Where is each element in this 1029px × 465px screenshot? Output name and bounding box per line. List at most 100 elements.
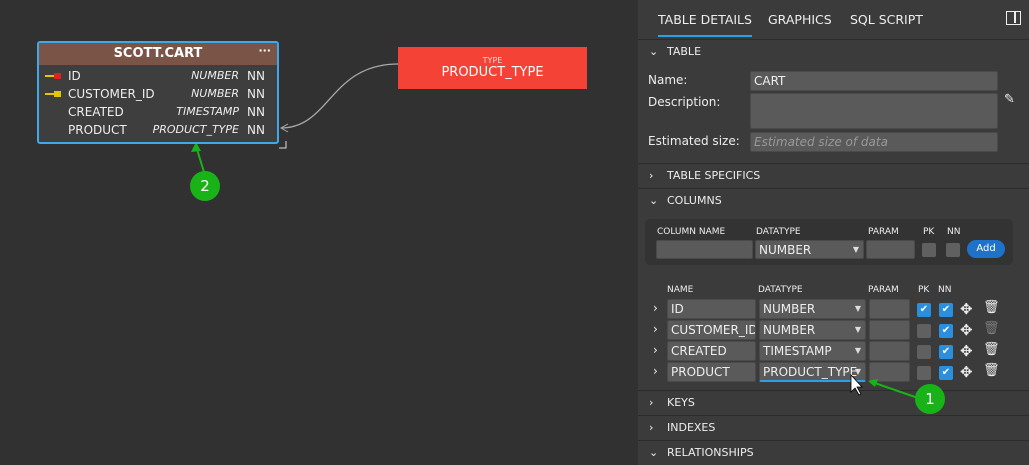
- entity-scott-cart[interactable]: SCOTT.CART ··· ID NUMBER NN CUSTOMER_ID NUMB…: [37, 41, 279, 144]
- nn-header: NN: [947, 227, 961, 237]
- trash-icon[interactable]: 🗑: [983, 300, 1000, 315]
- pk-header: PK: [923, 227, 935, 237]
- section-keys[interactable]: › KEYS: [638, 390, 1029, 414]
- type-name: PRODUCT_TYPE: [441, 65, 544, 80]
- pk-checkbox[interactable]: ✔: [917, 303, 931, 317]
- pk-checkbox[interactable]: [917, 366, 931, 380]
- expand-chevron-icon[interactable]: ›: [653, 364, 658, 378]
- entity-column[interactable]: CREATED TIMESTAMP NN: [39, 103, 277, 121]
- expand-chevron-icon[interactable]: ›: [653, 301, 658, 315]
- section-label: INDEXES: [667, 421, 716, 434]
- section-label: TABLE: [667, 45, 702, 58]
- entity-column[interactable]: PRODUCT PRODUCT_TYPE NN: [39, 121, 277, 139]
- new-column-pk-checkbox[interactable]: [922, 243, 936, 257]
- expand-chevron-icon[interactable]: ›: [653, 322, 658, 336]
- column-nn: NN: [247, 69, 265, 83]
- dropdown-arrow-icon: ▼: [854, 346, 861, 355]
- new-column-param-input[interactable]: [866, 240, 915, 259]
- name-label: Name:: [648, 73, 688, 87]
- column-param-input[interactable]: [869, 362, 910, 382]
- column-datatype-select[interactable]: TIMESTAMP ▼: [759, 341, 866, 361]
- column-param-input[interactable]: [869, 341, 910, 361]
- annotation-badge-1: 1: [915, 384, 945, 414]
- nn-checkbox[interactable]: ✔: [939, 303, 953, 317]
- section-table-specifics[interactable]: › TABLE SPECIFICS: [638, 163, 1029, 187]
- column-name: CREATED: [68, 105, 124, 119]
- section-label: RELATIONSHIPS: [667, 446, 754, 459]
- column-name-input[interactable]: CREATED: [667, 341, 756, 361]
- table-name-input[interactable]: CART: [750, 71, 998, 91]
- annotation-arrow: [850, 373, 919, 399]
- tab-table-details[interactable]: TABLE DETAILS: [658, 12, 752, 37]
- new-column-name-input[interactable]: [656, 240, 753, 259]
- new-column-datatype-select[interactable]: NUMBER ▼: [755, 240, 864, 259]
- tab-graphics[interactable]: GRAPHICS: [768, 12, 832, 27]
- column-datatype-select[interactable]: NUMBER ▼: [759, 320, 866, 340]
- column-nn: NN: [247, 105, 265, 119]
- column-datatype-select[interactable]: NUMBER ▼: [759, 299, 866, 319]
- nn-checkbox[interactable]: ✔: [939, 324, 953, 338]
- dropdown-arrow-icon: ▼: [854, 304, 861, 313]
- primary-key-icon: [45, 73, 61, 79]
- section-indexes[interactable]: › INDEXES: [638, 415, 1029, 439]
- pk-checkbox[interactable]: [917, 324, 931, 338]
- mouse-cursor-icon: [850, 373, 863, 396]
- column-type: TIMESTAMP: [176, 105, 239, 118]
- column-datatype-select[interactable]: PRODUCT_TYPE ▼: [759, 362, 866, 382]
- move-icon[interactable]: ✥: [960, 321, 973, 339]
- datatype-value: NUMBER: [763, 302, 816, 316]
- column-param-input[interactable]: [869, 299, 910, 319]
- tab-sql-script[interactable]: SQL SCRIPT: [850, 12, 923, 27]
- chevron-down-icon: ⌄: [649, 45, 659, 58]
- chevron-right-icon: ›: [649, 169, 654, 182]
- description-textarea[interactable]: [750, 93, 998, 129]
- expand-chevron-icon[interactable]: ›: [653, 343, 658, 357]
- estimated-size-input[interactable]: Estimated size of data: [750, 132, 998, 152]
- chevron-down-icon: ⌄: [649, 446, 659, 459]
- move-icon[interactable]: ✥: [960, 342, 973, 360]
- column-nn: NN: [247, 123, 265, 137]
- diagram-canvas[interactable]: SCOTT.CART ··· ID NUMBER NN CUSTOMER_ID NUMB…: [0, 0, 638, 465]
- description-label: Description:: [648, 95, 721, 109]
- section-label: COLUMNS: [667, 194, 722, 207]
- param-header: PARAM: [868, 227, 899, 237]
- param-header: PARAM: [868, 285, 899, 295]
- column-name-input[interactable]: PRODUCT: [667, 362, 756, 382]
- dropdown-arrow-icon: ▼: [854, 325, 861, 334]
- more-icon[interactable]: ···: [258, 44, 271, 57]
- nn-checkbox[interactable]: ✔: [939, 345, 953, 359]
- trash-icon[interactable]: 🗑: [983, 363, 1000, 378]
- column-name: CUSTOMER_ID: [68, 87, 155, 101]
- estimated-size-label: Estimated size:: [648, 134, 740, 148]
- type-product-type[interactable]: TYPE PRODUCT_TYPE: [398, 47, 587, 89]
- section-columns[interactable]: ⌄ COLUMNS: [638, 188, 1029, 212]
- dropdown-arrow-icon: ▼: [854, 367, 861, 376]
- move-icon[interactable]: ✥: [960, 300, 973, 318]
- panel-layout-icon[interactable]: [1006, 11, 1021, 25]
- column-name: PRODUCT: [68, 123, 127, 137]
- entity-column[interactable]: ID NUMBER NN: [39, 67, 277, 85]
- add-column-button[interactable]: Add: [967, 240, 1005, 258]
- pencil-icon[interactable]: ✎: [1004, 92, 1015, 107]
- pk-checkbox[interactable]: [917, 345, 931, 359]
- chevron-right-icon: ›: [649, 421, 654, 434]
- move-icon[interactable]: ✥: [960, 363, 973, 381]
- new-column-nn-checkbox[interactable]: [946, 243, 960, 257]
- nn-header: NN: [938, 285, 952, 295]
- nn-checkbox[interactable]: ✔: [939, 366, 953, 380]
- entity-header[interactable]: SCOTT.CART ···: [39, 43, 277, 65]
- column-type: NUMBER: [191, 87, 239, 100]
- column-name-input[interactable]: CUSTOMER_ID: [667, 320, 756, 340]
- trash-icon[interactable]: 🗑: [983, 321, 1000, 336]
- chevron-down-icon: ⌄: [649, 194, 659, 207]
- section-table[interactable]: ⌄ TABLE: [638, 39, 1029, 63]
- section-relationships[interactable]: ⌄ RELATIONSHIPS: [638, 440, 1029, 464]
- annotation-badge-2: 2: [190, 171, 220, 201]
- section-label: TABLE SPECIFICS: [667, 169, 761, 182]
- type-label: TYPE: [482, 56, 503, 65]
- column-name-input[interactable]: ID: [667, 299, 756, 319]
- dropdown-arrow-icon: ▼: [852, 245, 859, 254]
- entity-column[interactable]: CUSTOMER_ID NUMBER NN: [39, 85, 277, 103]
- trash-icon[interactable]: 🗑: [983, 342, 1000, 357]
- column-param-input[interactable]: [869, 320, 910, 340]
